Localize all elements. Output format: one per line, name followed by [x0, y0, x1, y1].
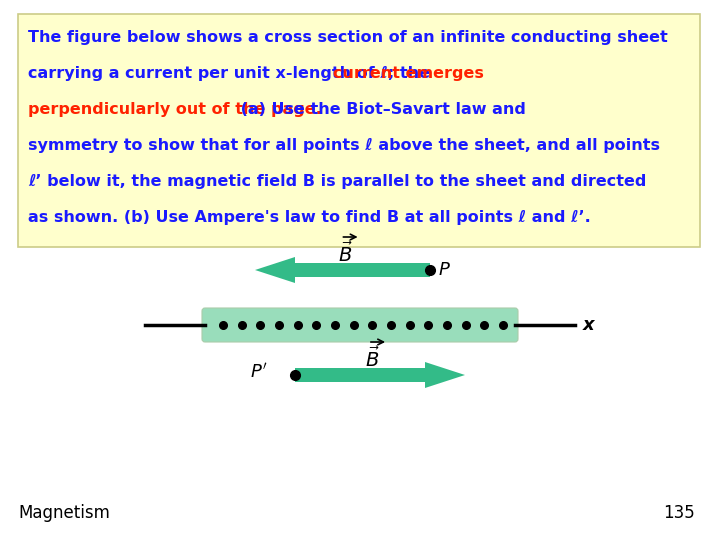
- Text: $P$: $P$: [438, 261, 451, 279]
- Text: carrying a current per unit x-length of ℓ; the: carrying a current per unit x-length of …: [28, 66, 436, 81]
- Text: Magnetism: Magnetism: [18, 504, 110, 522]
- Polygon shape: [255, 257, 295, 283]
- Text: perpendicularly out of the page.: perpendicularly out of the page.: [28, 102, 322, 117]
- Polygon shape: [425, 362, 465, 388]
- Text: 135: 135: [663, 504, 695, 522]
- Text: The figure below shows a cross section of an infinite conducting sheet: The figure below shows a cross section o…: [28, 30, 667, 45]
- Text: $\vec{B}$: $\vec{B}$: [365, 347, 380, 371]
- Text: (a) Use the Biot–Savart law and: (a) Use the Biot–Savart law and: [235, 102, 526, 117]
- Text: current emerges: current emerges: [333, 66, 483, 81]
- Text: $\vec{B}$: $\vec{B}$: [338, 242, 353, 266]
- FancyBboxPatch shape: [18, 14, 700, 247]
- Bar: [295, 263, 430, 277]
- Text: symmetry to show that for all points ℓ above the sheet, and all points: symmetry to show that for all points ℓ a…: [28, 138, 660, 153]
- Text: ℓ’ below it, the magnetic field B is parallel to the sheet and directed: ℓ’ below it, the magnetic field B is par…: [28, 174, 647, 189]
- FancyBboxPatch shape: [202, 308, 518, 342]
- Text: x: x: [583, 316, 595, 334]
- Text: as shown. (b) Use Ampere's law to find B at all points ℓ and ℓ’.: as shown. (b) Use Ampere's law to find B…: [28, 210, 590, 225]
- Text: $P'$: $P'$: [250, 362, 267, 381]
- Bar: [295, 368, 425, 382]
